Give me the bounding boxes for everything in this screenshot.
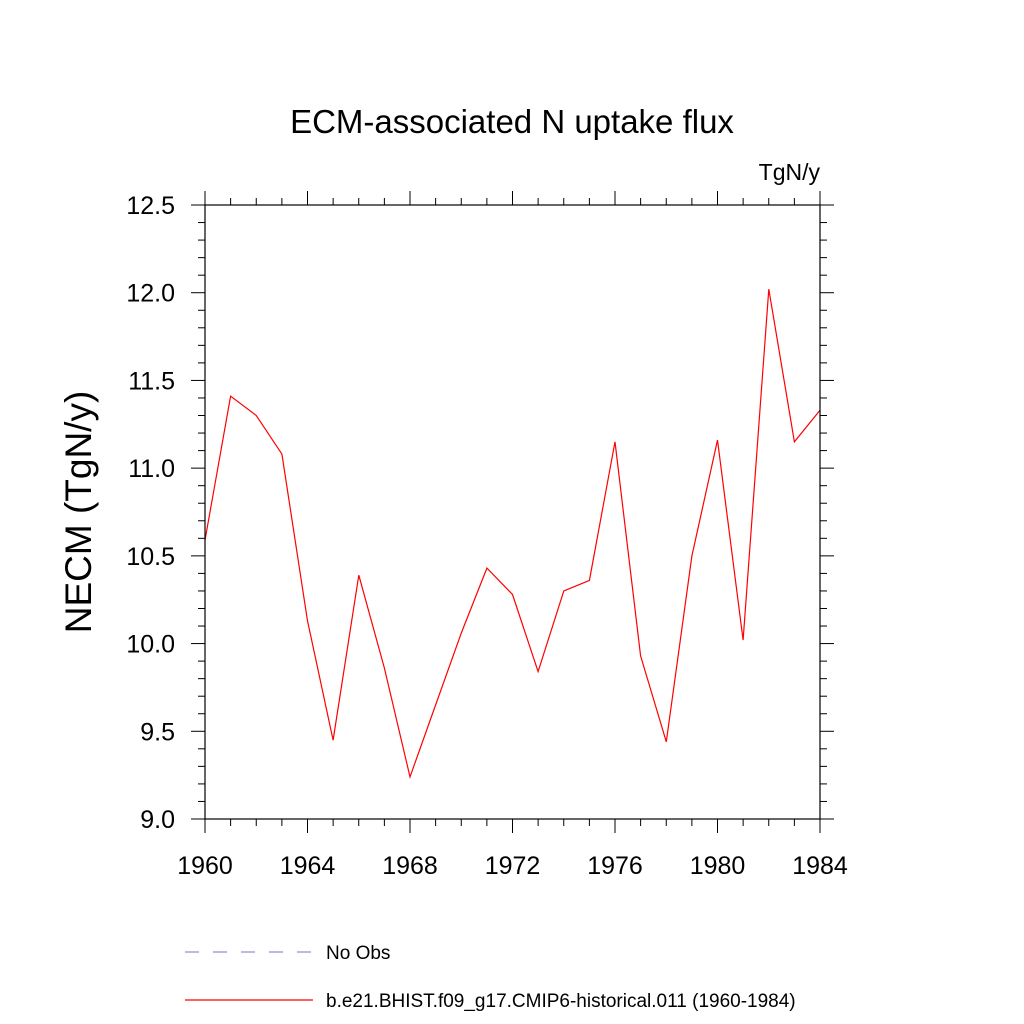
legend: No Obs b.e21.BHIST.f09_g17.CMIP6-historic… — [185, 943, 796, 1012]
axis-ticks — [191, 191, 834, 833]
y-tick-label: 10.0 — [126, 631, 175, 659]
y-tick-label: 9.0 — [140, 806, 175, 834]
series-line-1 — [204, 289, 821, 780]
y-tick-label: 12.5 — [126, 192, 175, 220]
chart-title: ECM-associated N uptake flux — [290, 103, 734, 140]
x-tick-label: 1960 — [177, 852, 233, 880]
x-tick-label: 1980 — [690, 852, 746, 880]
units-label: TgN/y — [759, 159, 821, 185]
x-tick-label: 1976 — [587, 852, 643, 880]
legend-label-1: b.e21.BHIST.f09_g17.CMIP6-historical.011… — [326, 991, 796, 1012]
plot-frame — [204, 204, 821, 820]
x-tick-label: 1972 — [485, 852, 541, 880]
y-tick-label: 12.0 — [126, 280, 175, 308]
y-tick-label: 11.0 — [128, 455, 175, 483]
y-axis-label: NECM (TgN/y) — [58, 391, 99, 634]
x-tick-label: 1984 — [792, 852, 848, 880]
y-tick-label: 11.5 — [128, 367, 175, 395]
legend-label-0: No Obs — [326, 943, 390, 964]
y-tick-label: 9.5 — [140, 718, 175, 746]
axis-tick-labels: 1960 1964 1968 1972 1976 1980 1984 9.0 9.5 10.0 10… — [126, 192, 848, 880]
y-tick-label: 10.5 — [126, 543, 175, 571]
x-tick-label: 1964 — [280, 852, 336, 880]
plot-lines — [204, 289, 821, 780]
x-tick-label: 1968 — [382, 852, 438, 880]
